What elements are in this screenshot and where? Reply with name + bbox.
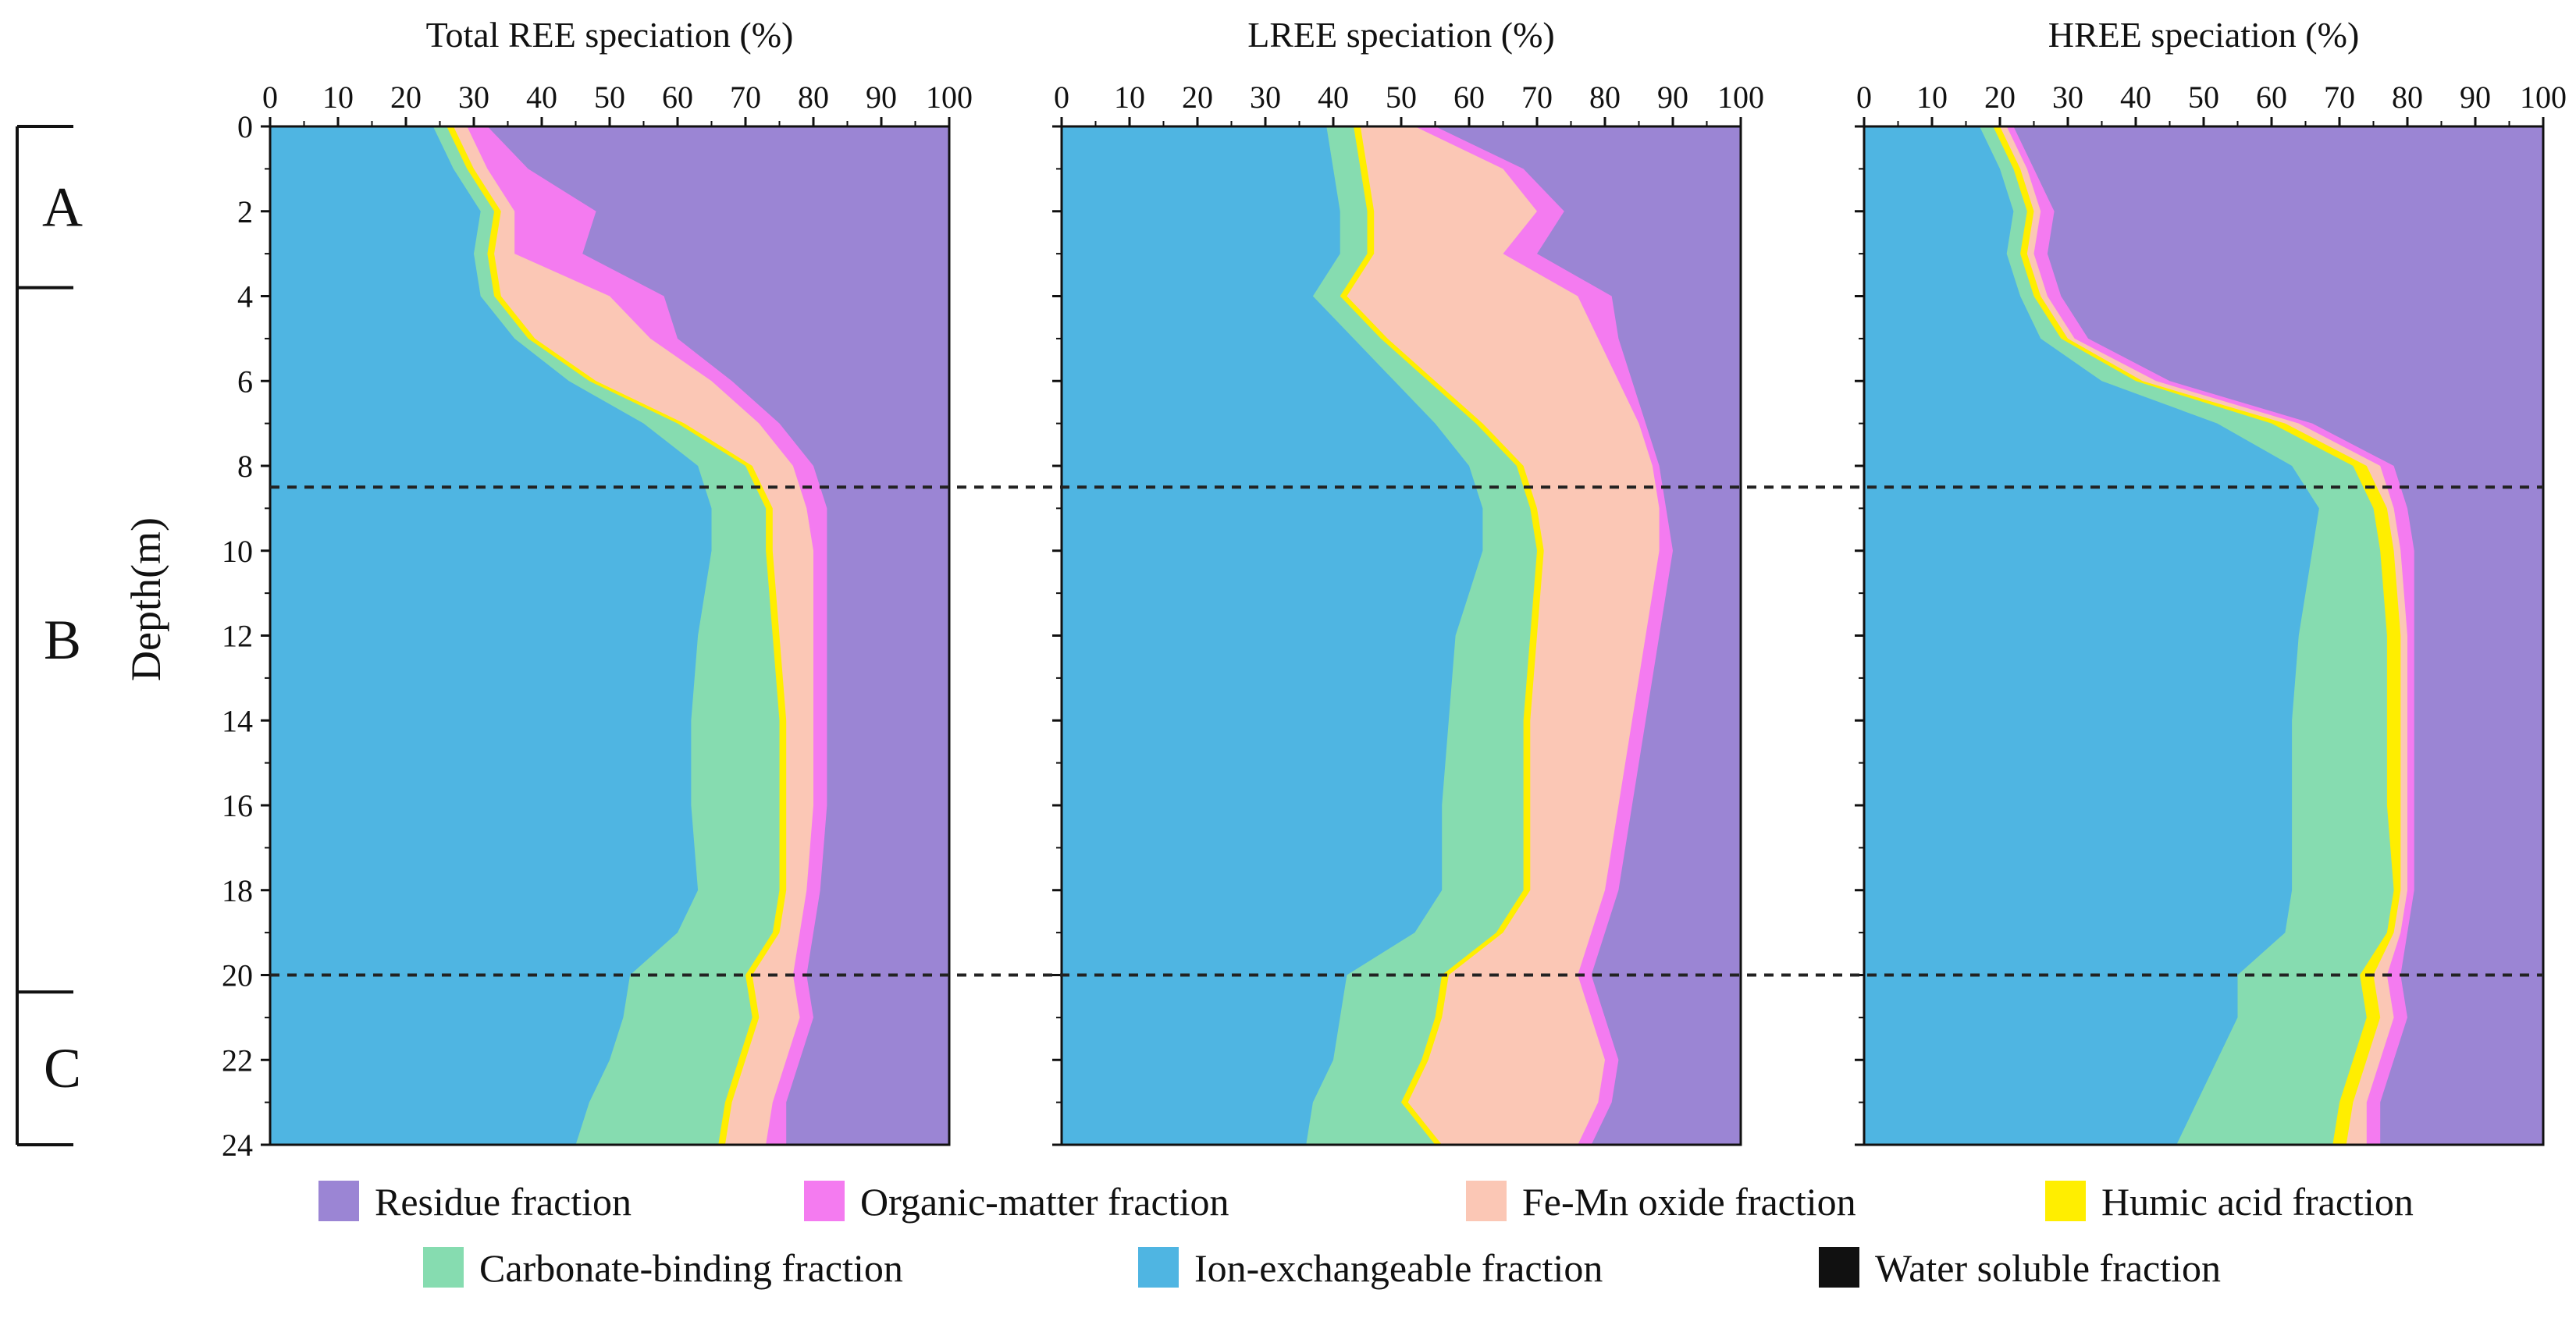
x-tick-label: 80 [798, 80, 829, 115]
legend-swatch [1138, 1247, 1179, 1288]
legend-label: Water soluble fraction [1875, 1246, 2221, 1290]
x-tick-label: 50 [594, 80, 625, 115]
x-tick-label: 50 [2188, 80, 2219, 115]
y-tick-label: 2 [237, 194, 253, 229]
area-ion-panel-1 [270, 126, 712, 1145]
x-tick-label: 80 [2392, 80, 2423, 115]
y-tick-label: 20 [222, 958, 253, 993]
y-tick-label: 18 [222, 873, 253, 908]
y-tick-label: 12 [222, 619, 253, 654]
panel-1 [270, 126, 949, 1145]
legend-item-femn: Fe-Mn oxide fraction [1466, 1180, 1856, 1224]
x-tick-label: 70 [1521, 80, 1553, 115]
legend-swatch [1819, 1247, 1859, 1288]
panel-title: Total REE speciation (%) [426, 15, 794, 55]
legend-swatch [2045, 1181, 2086, 1221]
y-tick-label: 22 [222, 1043, 253, 1078]
y-tick-label: 10 [222, 534, 253, 569]
x-tick-label: 40 [1318, 80, 1349, 115]
panel-3 [1864, 126, 2543, 1145]
zone-label-B: B [44, 609, 81, 671]
legend-label: Fe-Mn oxide fraction [1522, 1180, 1856, 1224]
x-tick-label: 100 [1717, 80, 1764, 115]
legend-item-organic: Organic-matter fraction [804, 1180, 1229, 1224]
zone-label-C: C [44, 1037, 81, 1100]
x-tick-label: 90 [866, 80, 897, 115]
legend-swatch [804, 1181, 845, 1221]
legend-swatch [1466, 1181, 1507, 1221]
panel-title: LREE speciation (%) [1247, 15, 1554, 55]
y-tick-label: 24 [222, 1128, 253, 1163]
x-tick-label: 0 [1856, 80, 1872, 115]
x-tick-label: 80 [1589, 80, 1621, 115]
legend-swatch [423, 1247, 464, 1288]
legend-label: Ion-exchangeable fraction [1194, 1246, 1603, 1290]
legend-label: Humic acid fraction [2101, 1180, 2414, 1224]
y-tick-label: 0 [237, 109, 253, 144]
x-tick-label: 60 [2256, 80, 2287, 115]
x-tick-label: 70 [2324, 80, 2355, 115]
x-tick-label: 90 [1657, 80, 1688, 115]
x-tick-label: 100 [2520, 80, 2567, 115]
legend-item-water: Water soluble fraction [1819, 1246, 2221, 1290]
legend-item-ion: Ion-exchangeable fraction [1138, 1246, 1603, 1290]
legend-swatch [318, 1181, 359, 1221]
y-tick-label: 6 [237, 364, 253, 399]
legend-item-carbonate: Carbonate-binding fraction [423, 1246, 903, 1290]
x-tick-label: 60 [662, 80, 693, 115]
y-tick-label: 14 [222, 703, 253, 738]
x-tick-label: 40 [2120, 80, 2151, 115]
y-tick-label: 4 [237, 279, 253, 314]
panel-title: HREE speciation (%) [2048, 15, 2360, 55]
legend-item-humic: Humic acid fraction [2045, 1180, 2414, 1224]
x-tick-label: 20 [1984, 80, 2016, 115]
x-tick-label: 10 [1916, 80, 1948, 115]
x-tick-label: 20 [390, 80, 422, 115]
legend-label: Residue fraction [375, 1180, 632, 1224]
x-tick-label: 40 [526, 80, 557, 115]
x-tick-label: 10 [322, 80, 354, 115]
panel-2 [1062, 126, 1741, 1145]
zone-label-A: A [42, 176, 83, 238]
x-tick-label: 0 [1054, 80, 1069, 115]
x-tick-label: 20 [1182, 80, 1213, 115]
x-tick-label: 30 [1250, 80, 1281, 115]
x-tick-label: 30 [2052, 80, 2083, 115]
x-tick-label: 90 [2460, 80, 2491, 115]
area-ion-panel-3 [1864, 126, 2319, 1145]
y-tick-label: 8 [237, 449, 253, 484]
legend-item-residue: Residue fraction [318, 1180, 632, 1224]
legend-label: Organic-matter fraction [860, 1180, 1229, 1224]
y-axis-label: Depth(m) [123, 517, 169, 681]
area-ion-panel-2 [1062, 126, 1483, 1145]
x-tick-label: 100 [926, 80, 973, 115]
y-tick-label: 16 [222, 788, 253, 823]
x-tick-label: 70 [730, 80, 761, 115]
x-tick-label: 60 [1453, 80, 1485, 115]
legend-label: Carbonate-binding fraction [479, 1246, 903, 1290]
x-tick-label: 50 [1386, 80, 1417, 115]
x-tick-label: 30 [458, 80, 489, 115]
x-tick-label: 0 [262, 80, 278, 115]
x-tick-label: 10 [1114, 80, 1145, 115]
